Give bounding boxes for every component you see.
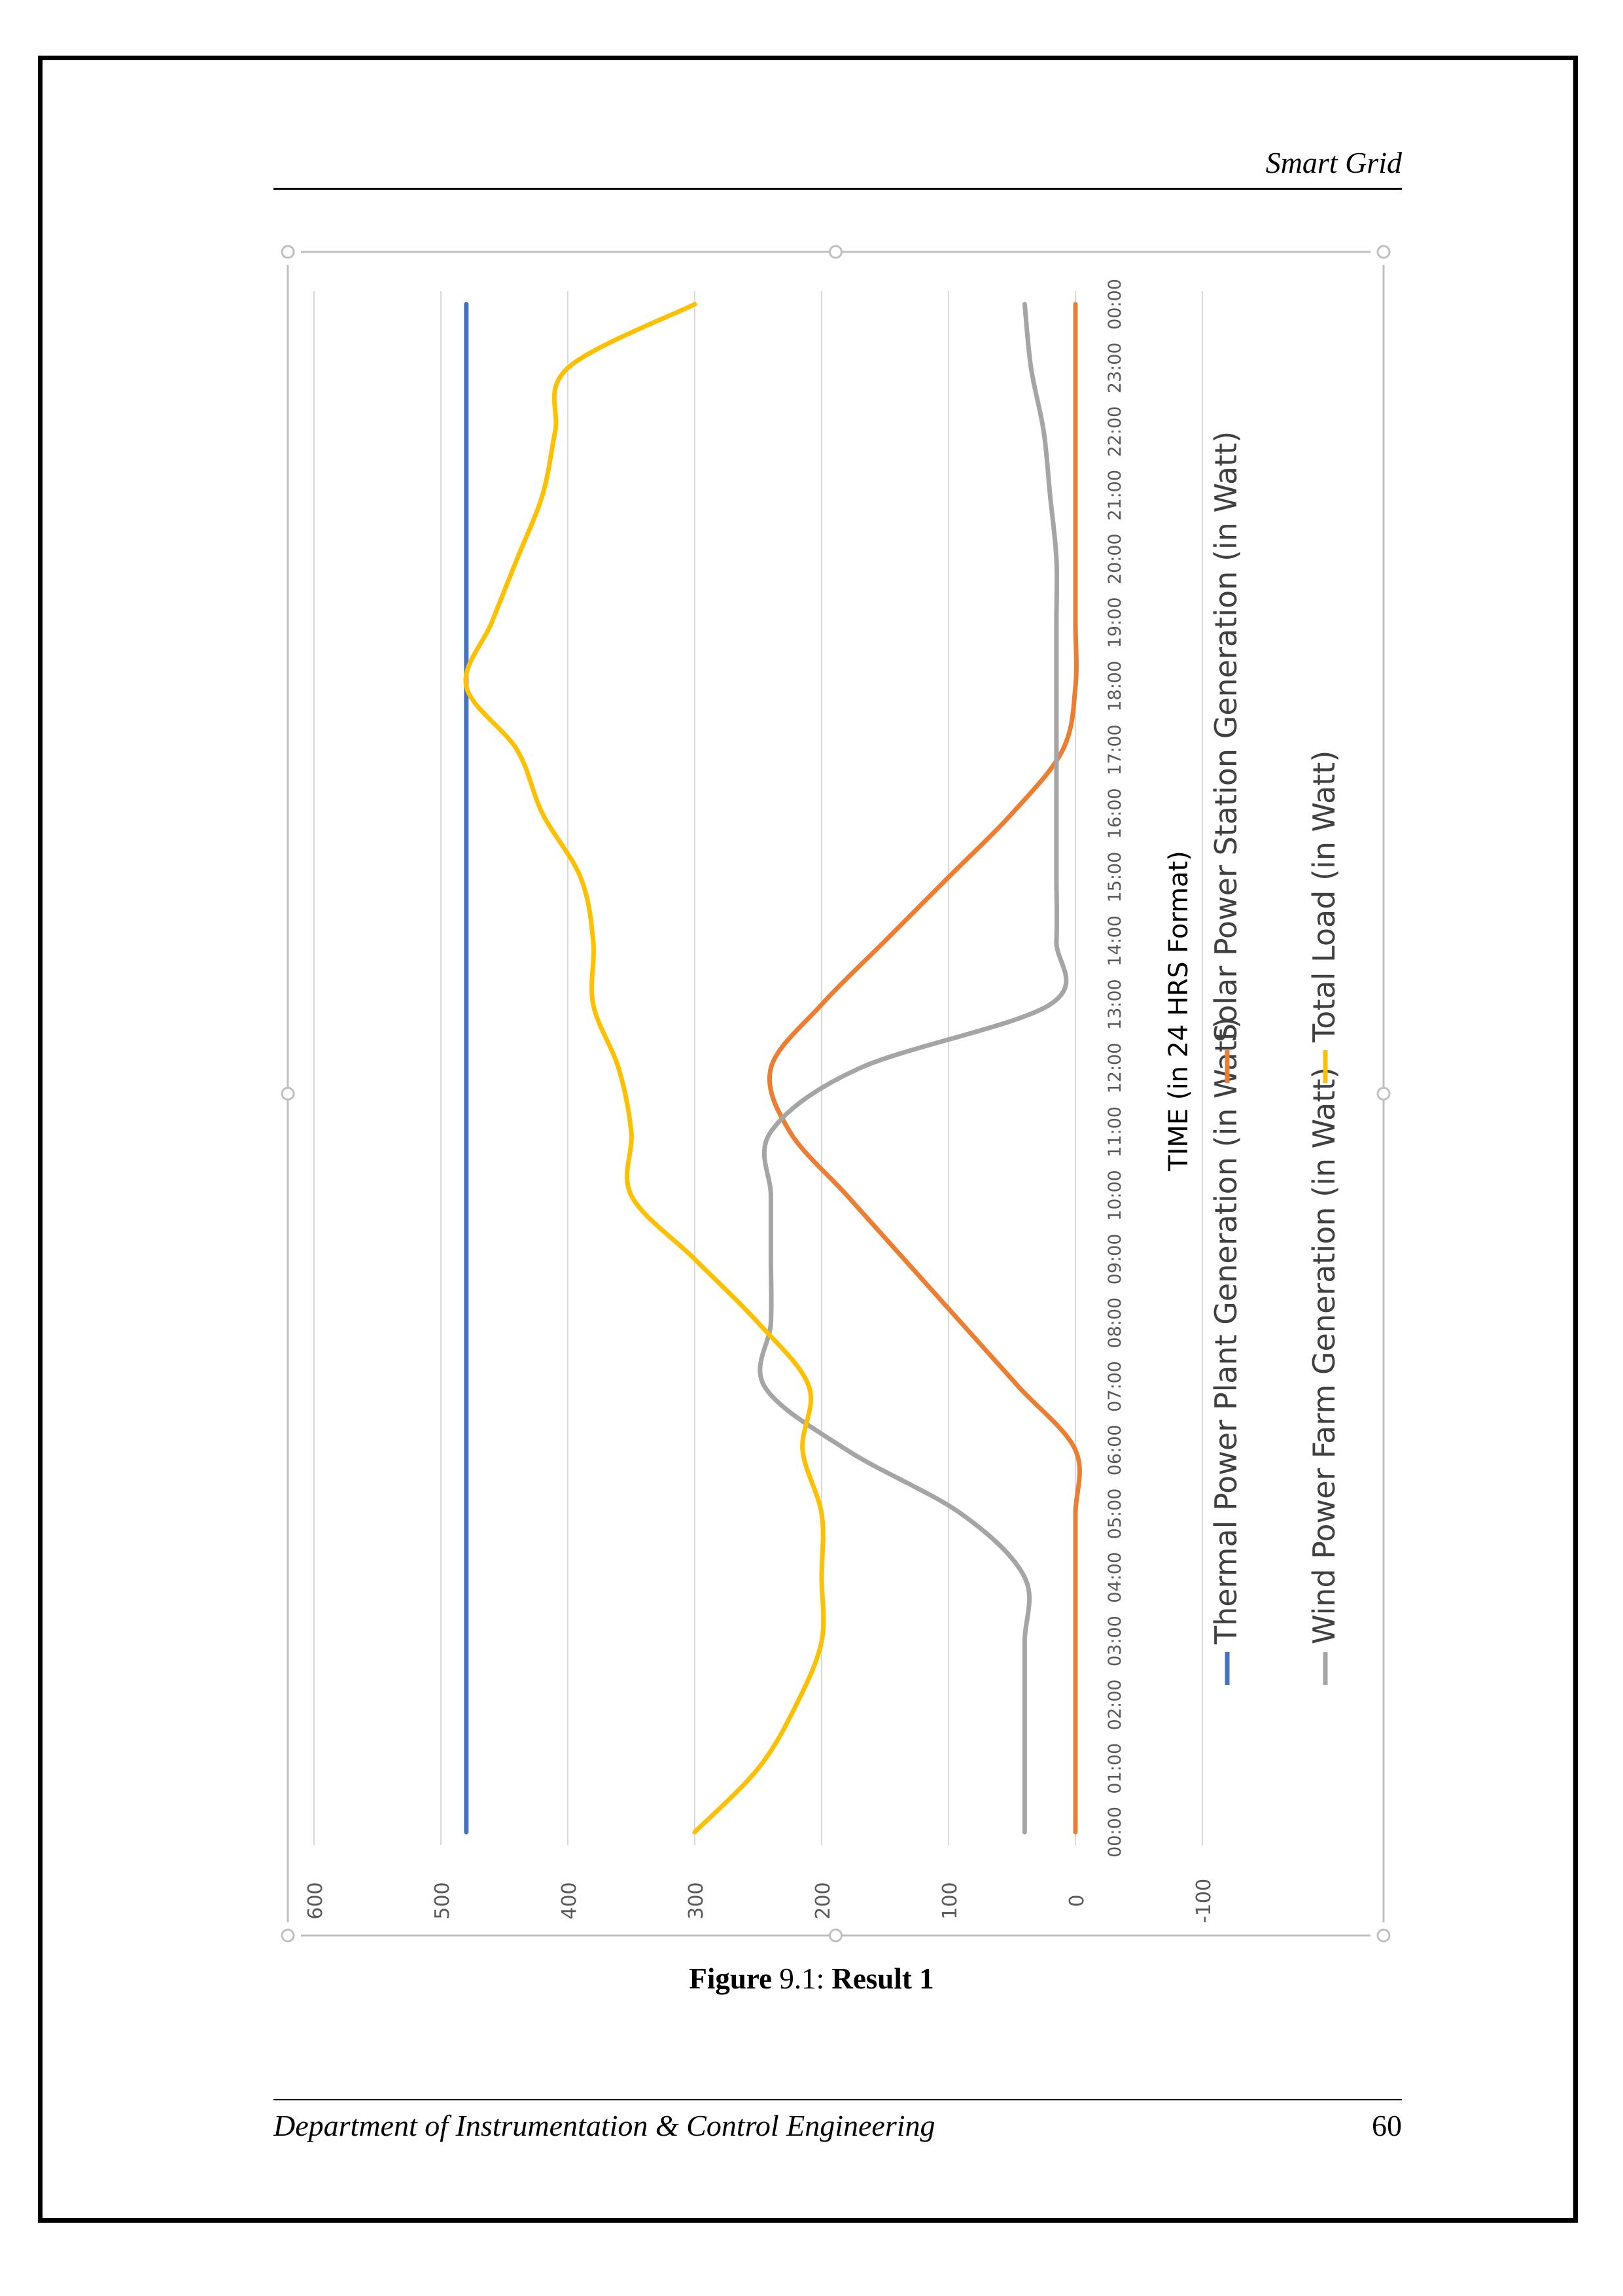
x-tick-label: 20:00 xyxy=(1105,533,1125,584)
x-tick-label: 10:00 xyxy=(1105,1170,1125,1221)
running-title: Smart Grid xyxy=(1265,146,1402,179)
frame-handle-0 xyxy=(281,245,295,259)
page-border xyxy=(38,56,1578,2223)
caption-number: 9.1: xyxy=(779,1962,825,1995)
frame-handle-5 xyxy=(829,1928,843,1943)
y-tick-label: 500 xyxy=(431,1882,454,1919)
frame-handle-7 xyxy=(1376,1087,1391,1101)
series-lines xyxy=(463,302,1082,1835)
x-tick-label: 16:00 xyxy=(1105,788,1125,839)
page-number: 60 xyxy=(1372,2109,1402,2142)
x-tick-labels: 00:00 01:00 02:00 03:00 04:00 05:00 06:00 07:00… xyxy=(1105,279,1125,1858)
chart-frame xyxy=(281,245,1391,1943)
legend: Thermal Power Plant Generation (in Watt)… xyxy=(1208,431,1342,1685)
header-rule xyxy=(273,188,1402,190)
y-tick-label: 100 xyxy=(939,1882,962,1919)
x-tick-label: 19:00 xyxy=(1105,597,1125,648)
x-tick-label: 09:00 xyxy=(1105,1233,1125,1284)
x-tick-label: 14:00 xyxy=(1105,915,1125,966)
x-tick-label: 05:00 xyxy=(1105,1489,1125,1540)
x-tick-label: 13:00 xyxy=(1105,979,1125,1030)
x-tick-label: 21:00 xyxy=(1105,470,1125,521)
y-tick-labels: -100 0 100 200 300 400 500 600 xyxy=(304,1879,1215,1923)
x-tick-label: 23:00 xyxy=(1105,342,1125,393)
x-tick-label: 17:00 xyxy=(1105,724,1125,775)
legend-entry-2: Wind Power Farm Generation (in Watt) xyxy=(1306,1067,1342,1644)
x-tick-label: 00:00 xyxy=(1105,1807,1125,1858)
x-tick-label: 00:00 xyxy=(1105,279,1125,330)
series-line-1 xyxy=(767,302,1082,1835)
footer-department: Department of Instrumentation & Control … xyxy=(273,2109,935,2142)
gridlines xyxy=(313,291,1203,1845)
legend-entry-3: Total Load (in Watt) xyxy=(1306,751,1342,1043)
x-axis-label: TIME (in 24 HRS Format) xyxy=(1164,851,1194,1172)
x-tick-label: 12:00 xyxy=(1105,1043,1125,1094)
figure-caption: Figure 9.1: Result 1 xyxy=(0,1962,1623,1996)
frame-handle-4 xyxy=(829,245,843,259)
x-tick-label: 15:00 xyxy=(1105,852,1125,903)
x-tick-label: 18:00 xyxy=(1105,661,1125,712)
x-tick-label: 03:00 xyxy=(1105,1616,1125,1667)
y-tick-label: 0 xyxy=(1066,1894,1089,1907)
series-line-3 xyxy=(463,302,826,1835)
y-tick-label: 600 xyxy=(304,1882,327,1919)
x-tick-label: 08:00 xyxy=(1105,1298,1125,1349)
x-tick-label: 07:00 xyxy=(1105,1361,1125,1412)
y-tick-label: 300 xyxy=(685,1882,708,1919)
caption-label: Figure xyxy=(689,1962,773,1995)
x-tick-label: 04:00 xyxy=(1105,1552,1125,1603)
legend-entry-1: Solar Power Station Generation (in Watt) xyxy=(1208,431,1244,1042)
frame-handle-2 xyxy=(281,1928,295,1943)
frame-handle-6 xyxy=(281,1087,295,1101)
frame-handle-1 xyxy=(1376,245,1391,259)
x-tick-label: 01:00 xyxy=(1105,1743,1125,1794)
legend-entry-0: Thermal Power Plant Generation (in Watt) xyxy=(1208,1017,1244,1645)
x-tick-label: 11:00 xyxy=(1105,1106,1125,1157)
footer-rule xyxy=(273,2099,1402,2100)
y-tick-label: 400 xyxy=(558,1882,581,1919)
y-tick-label: 200 xyxy=(812,1882,835,1919)
x-tick-label: 02:00 xyxy=(1105,1680,1125,1731)
series-line-2 xyxy=(758,302,1069,1835)
caption-title: Result 1 xyxy=(831,1962,934,1995)
y-tick-label: -100 xyxy=(1193,1879,1215,1923)
x-tick-label: 22:00 xyxy=(1105,406,1125,457)
x-tick-label: 06:00 xyxy=(1105,1424,1125,1475)
frame-handle-3 xyxy=(1376,1928,1391,1943)
